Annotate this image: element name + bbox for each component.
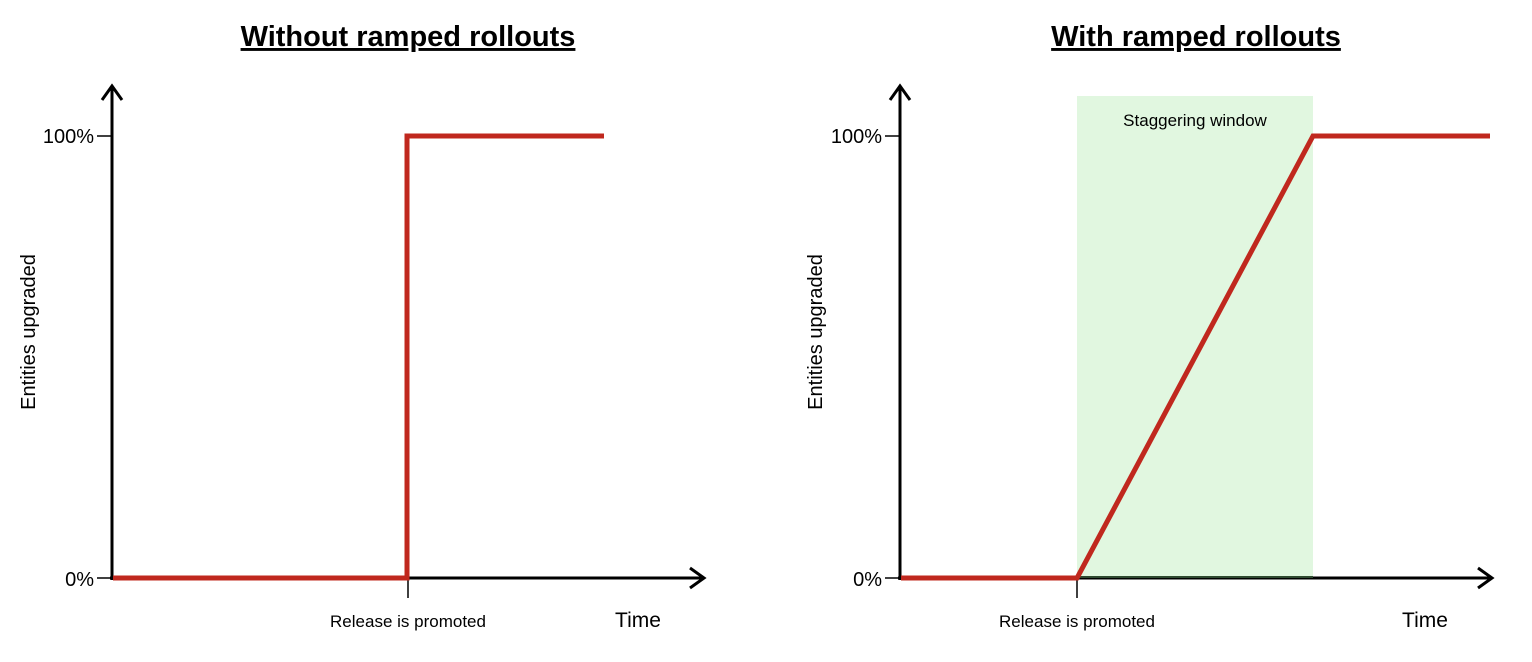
right-chart-title: With ramped rollouts (1051, 21, 1341, 53)
left-chart: Without ramped rollouts 100% 0% Entities… (18, 21, 707, 632)
left-y-axis-arrow-icon (100, 83, 124, 101)
left-x-axis-arrow-icon (689, 566, 707, 590)
right-chart: With ramped rollouts Staggering window 1… (805, 21, 1495, 632)
left-x-axis-label: Time (615, 609, 661, 632)
left-chart-title: Without ramped rollouts (241, 21, 576, 53)
right-xtick-release-label: Release is promoted (999, 612, 1155, 631)
left-upgrade-line (113, 133, 604, 581)
right-x-axis-label: Time (1402, 609, 1448, 632)
right-x-axis-arrow-icon (1477, 566, 1495, 590)
right-y-axis-label: Entities upgraded (805, 254, 827, 410)
right-upgrade-line (901, 133, 1490, 581)
staggering-window-label: Staggering window (1123, 111, 1267, 130)
right-y-axis-arrow-icon (888, 83, 912, 101)
left-ytick-0-label: 0% (65, 569, 94, 591)
left-ytick-100-label: 100% (43, 126, 94, 148)
right-ytick-0-label: 0% (853, 569, 882, 591)
staggering-window-region (1077, 96, 1313, 578)
left-y-axis-label: Entities upgraded (18, 254, 40, 410)
right-ytick-100-label: 100% (831, 126, 882, 148)
left-xtick-release-label: Release is promoted (330, 612, 486, 631)
